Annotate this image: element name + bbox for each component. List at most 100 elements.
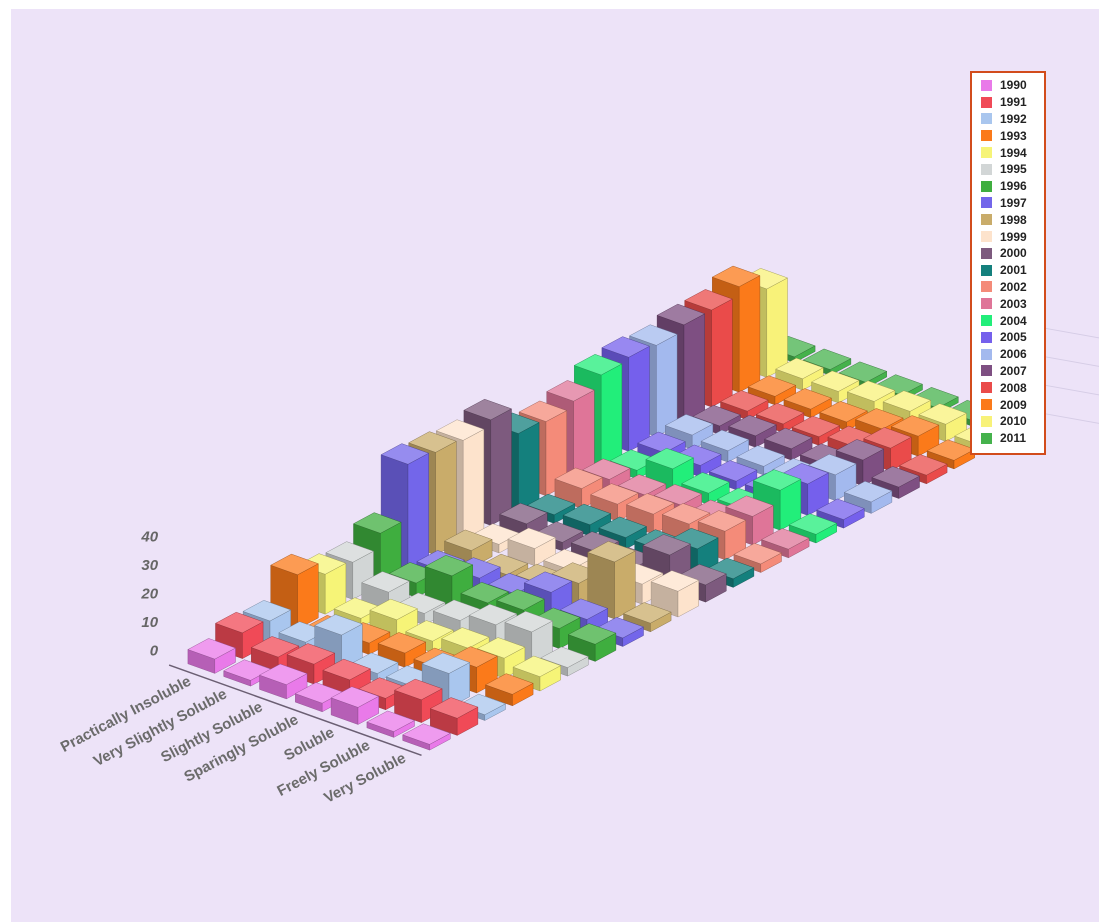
- bar-top-face: [405, 620, 454, 642]
- legend-label: 2007: [1000, 363, 1027, 378]
- bar-side-face: [628, 345, 650, 452]
- bar-top-face: [540, 646, 589, 668]
- legend-swatch: [981, 197, 992, 209]
- bar: [314, 614, 363, 670]
- bar-top-face: [890, 415, 940, 437]
- legend-item: 2005: [981, 329, 1044, 346]
- bar-top-face: [408, 431, 457, 453]
- legend-swatch: [981, 315, 992, 327]
- legend-label: 1999: [1000, 229, 1027, 244]
- legend-swatch: [981, 415, 992, 427]
- legend-item: 1996: [981, 178, 1044, 195]
- bar-top-face: [752, 469, 802, 491]
- bar-top-face: [697, 510, 747, 532]
- bar-top-face: [567, 623, 617, 645]
- z-tick-label: 10: [141, 614, 158, 631]
- legend-item: 2002: [981, 279, 1044, 296]
- legend-item: 1999: [981, 228, 1044, 245]
- bar-top-face: [755, 403, 805, 425]
- bar-top-face: [377, 632, 427, 654]
- bar-side-face: [766, 277, 788, 378]
- bar-top-face: [582, 458, 631, 480]
- bar-top-face: [463, 398, 512, 421]
- legend-label: 2003: [1000, 296, 1027, 311]
- legend-item: 1993: [981, 127, 1044, 144]
- bar-top-face: [435, 419, 485, 441]
- bar-top-face: [601, 336, 650, 358]
- bar-top-face: [736, 445, 785, 467]
- legend-item: 2000: [981, 245, 1044, 262]
- legend-item: 1992: [981, 111, 1044, 128]
- legend-label: 1996: [1000, 179, 1027, 194]
- legend-item: 2009: [981, 396, 1044, 413]
- bar: [650, 570, 700, 618]
- bar-side-face: [711, 298, 733, 408]
- bar-top-face: [507, 527, 556, 549]
- legend-item: 1997: [981, 195, 1044, 212]
- bar-side-face: [463, 428, 485, 541]
- bar-top-face: [369, 598, 418, 621]
- bar-top-face: [626, 493, 675, 515]
- bar-top-face: [711, 265, 761, 287]
- bar-top-face: [554, 467, 603, 489]
- legend-item: 1994: [981, 144, 1044, 161]
- bar-top-face: [661, 503, 711, 525]
- legend-label: 1990: [1000, 78, 1027, 93]
- legend-label: 1995: [1000, 162, 1027, 177]
- category-axis-line: [168, 664, 422, 756]
- bar-top-face: [871, 466, 920, 488]
- bar-top-face: [681, 472, 730, 494]
- legend-swatch: [981, 231, 992, 243]
- legend-swatch: [981, 298, 992, 310]
- legend-item: 1990: [981, 77, 1044, 94]
- bar-top-face: [499, 502, 548, 525]
- bar-top-face: [573, 354, 623, 376]
- bar-top-face: [808, 453, 857, 476]
- bar-side-face: [518, 422, 540, 511]
- legend: 1990 1991 1992 1993 1994 1995 1996 1997 1998 1999…: [970, 71, 1046, 455]
- bar-top-face: [485, 673, 534, 695]
- bar-top-face: [918, 403, 967, 425]
- bar: [587, 541, 636, 620]
- bar-top-face: [361, 571, 410, 593]
- bar-top-face: [775, 357, 824, 380]
- legend-item: 2008: [981, 379, 1044, 396]
- bar: [775, 357, 824, 391]
- bar: [366, 710, 415, 738]
- bar: [330, 686, 380, 725]
- legend-swatch: [981, 130, 992, 142]
- bar-top-face: [587, 541, 636, 563]
- bar-top-face: [802, 348, 852, 370]
- bar-top-face: [598, 516, 647, 538]
- legend-label: 2001: [1000, 263, 1027, 278]
- legend-item: 2001: [981, 262, 1044, 279]
- legend-swatch: [981, 365, 992, 377]
- bar-top-face: [843, 481, 893, 503]
- bar-top-face: [424, 555, 474, 577]
- legend-swatch: [981, 264, 992, 276]
- bar-top-face: [863, 427, 912, 449]
- bar-top-face: [788, 513, 838, 535]
- z-tick-label: 20: [140, 586, 158, 603]
- legend-item: 1995: [981, 161, 1044, 178]
- legend-swatch: [981, 382, 992, 394]
- bar-top-face: [394, 678, 443, 701]
- legend-swatch: [981, 247, 992, 259]
- legend-swatch: [981, 79, 992, 91]
- legend-item: 1991: [981, 94, 1044, 111]
- legend-label: 1991: [1000, 95, 1027, 110]
- bar-top-face: [421, 652, 471, 674]
- bar-top-face: [518, 400, 568, 422]
- bar: [187, 638, 236, 674]
- bar-top-face: [846, 380, 896, 402]
- bar-top-face: [353, 512, 402, 534]
- bar: [554, 467, 603, 509]
- bar: [485, 673, 534, 707]
- legend-label: 1992: [1000, 111, 1027, 126]
- bar: [507, 527, 556, 567]
- legend-swatch: [981, 432, 992, 444]
- bar-top-face: [791, 415, 841, 438]
- z-tick-label: 40: [140, 529, 158, 546]
- legend-label: 1998: [1000, 212, 1027, 227]
